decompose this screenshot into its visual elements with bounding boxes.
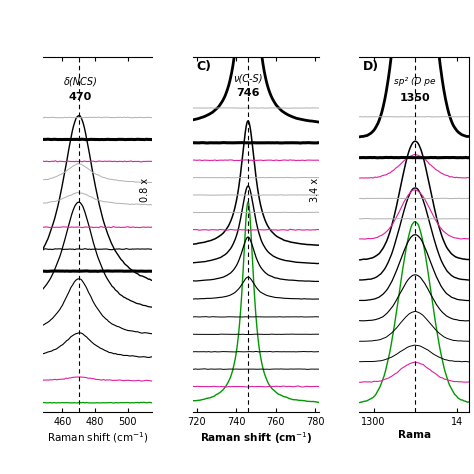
Text: 1350: 1350 (400, 93, 430, 103)
Text: 0.8 x: 0.8 x (139, 178, 150, 201)
Text: C): C) (197, 61, 211, 73)
Text: ν(C-S): ν(C-S) (233, 74, 263, 84)
Text: 3.4 x: 3.4 x (310, 178, 320, 201)
Text: sp² (D pe: sp² (D pe (394, 77, 436, 86)
Text: δ(NCS): δ(NCS) (64, 76, 97, 86)
X-axis label: Rama: Rama (398, 430, 431, 440)
Text: 746: 746 (237, 88, 260, 98)
Text: D): D) (363, 61, 379, 73)
X-axis label: Raman shift (cm$^{-1}$): Raman shift (cm$^{-1}$) (46, 430, 148, 445)
Text: 470: 470 (69, 92, 92, 102)
X-axis label: Raman shift (cm$^{-1}$): Raman shift (cm$^{-1}$) (200, 430, 312, 446)
